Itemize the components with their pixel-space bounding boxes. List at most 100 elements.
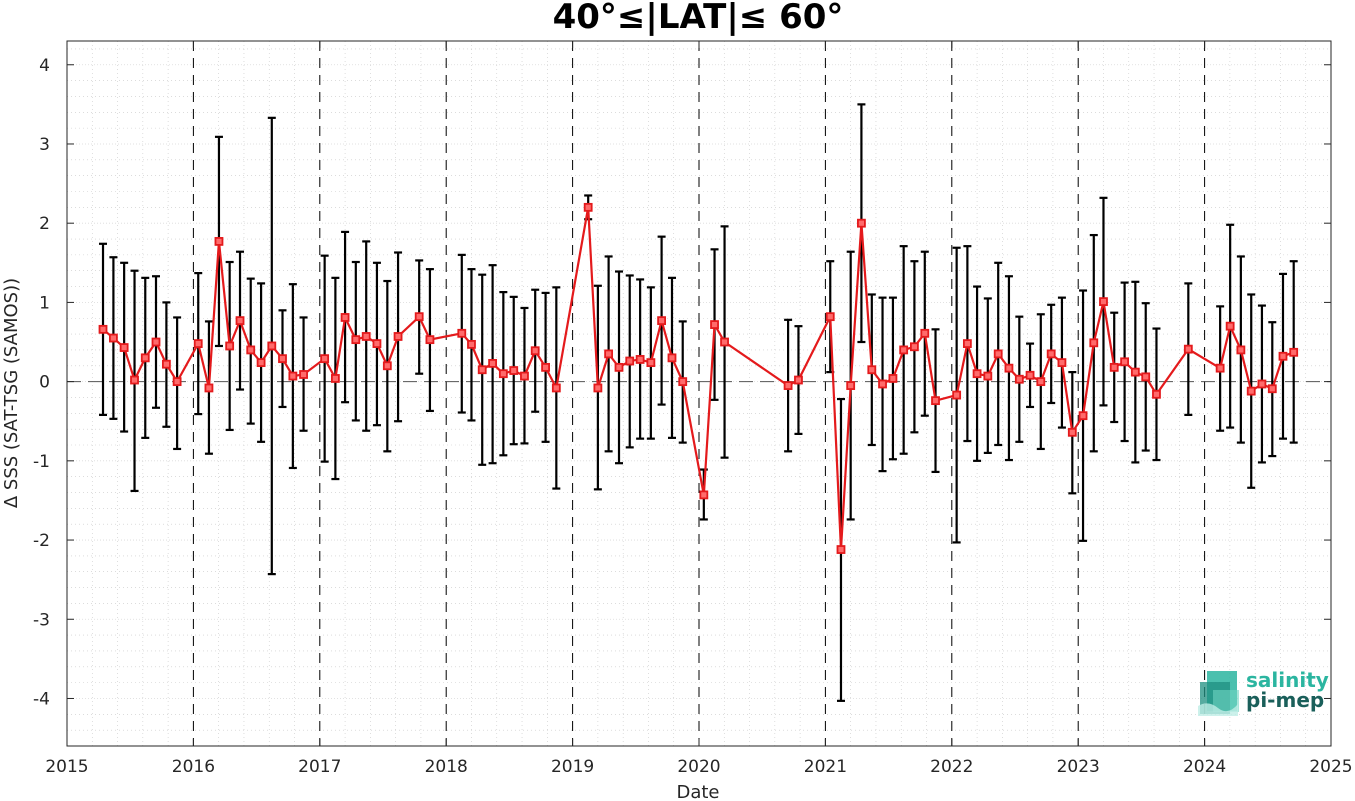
y-tick-label: -4 [33, 689, 50, 709]
data-point [899, 345, 909, 355]
data-point [467, 339, 476, 349]
data-point [972, 369, 982, 379]
x-tick-label: 2023 [1057, 757, 1100, 777]
major-grid [67, 64, 1331, 699]
y-tick-label: 0 [39, 373, 50, 393]
data-point [1246, 386, 1256, 396]
data-point [235, 316, 245, 326]
data-point [457, 328, 467, 338]
data-point [952, 390, 962, 400]
data-point [498, 369, 508, 379]
data-point [1289, 347, 1299, 357]
data-point [119, 343, 129, 352]
data-point [867, 365, 877, 375]
year-separator-lines [192, 41, 1206, 746]
data-point [414, 312, 424, 322]
data-point [710, 320, 719, 329]
data-point [1004, 363, 1014, 373]
data-point [351, 335, 361, 345]
data-point [1067, 427, 1077, 437]
data-point [172, 377, 182, 387]
data-point [931, 396, 940, 406]
data-point [920, 328, 930, 338]
data-point [1036, 377, 1046, 387]
data-point [604, 349, 614, 359]
data-point [151, 337, 161, 347]
data-point [361, 332, 371, 341]
salinity-pi-mep-logo: salinity pi-mep [1198, 668, 1329, 716]
series-line [102, 207, 1295, 550]
data-point [657, 316, 666, 326]
data-point [1046, 349, 1056, 359]
x-tick-label: 2018 [425, 757, 468, 777]
data-point [509, 366, 519, 375]
data-point [288, 371, 298, 381]
data-point [783, 381, 793, 390]
data-point [109, 333, 118, 343]
data-point [825, 312, 835, 322]
y-tick-label: -3 [33, 610, 50, 630]
data-point [256, 358, 266, 368]
data-point [299, 370, 308, 379]
x-tick-label: 2019 [551, 757, 594, 777]
data-point [878, 379, 887, 389]
data-point [1109, 362, 1119, 372]
data-point [1257, 379, 1267, 389]
data-point [1215, 363, 1225, 373]
y-tick-label: 2 [39, 214, 50, 234]
data-point [204, 383, 214, 393]
data-point [278, 354, 287, 364]
data-point [1099, 297, 1108, 307]
data-point [794, 375, 803, 385]
data-point [635, 355, 645, 364]
data-point [593, 383, 603, 393]
data-point [330, 374, 340, 383]
data-point [1141, 372, 1151, 382]
data-point [140, 353, 150, 363]
y-axis-ticks: 4 3 2 1 0 -1 -2 -3 -4 [33, 56, 1331, 709]
x-tick-label: 2022 [930, 757, 973, 777]
chart-title: 40°≤|LAT|≤ 60° [553, 0, 844, 37]
data-point [1025, 370, 1035, 380]
y-tick-label: 1 [39, 293, 50, 313]
data-point [225, 341, 235, 351]
data-point [193, 339, 203, 348]
data-point [1267, 384, 1277, 394]
data-point [678, 377, 688, 387]
data-point [857, 218, 866, 228]
data-point [888, 374, 898, 383]
data-point [699, 490, 709, 500]
data-point [246, 345, 256, 355]
data-point [340, 313, 350, 322]
data-point [667, 353, 677, 363]
data-point [836, 545, 846, 554]
y-axis-label: Δ SSS (SAT-TSG (SAMOS)) [1, 278, 22, 508]
data-point [962, 339, 972, 348]
data-point [1014, 374, 1024, 384]
x-tick-label: 2020 [677, 757, 720, 777]
data-point [541, 362, 550, 372]
data-point [520, 371, 529, 381]
data-point [583, 202, 593, 212]
data-point [1078, 411, 1088, 421]
data-point [1278, 351, 1288, 361]
logo-text-pi-mep: pi-mep [1246, 688, 1324, 712]
series-markers [98, 202, 1299, 554]
data-point [1225, 321, 1235, 331]
data-point [1183, 344, 1193, 354]
data-point [625, 356, 635, 366]
data-point [993, 349, 1003, 359]
y-tick-label: -2 [33, 531, 50, 551]
data-point [1089, 338, 1099, 348]
data-point [909, 342, 919, 352]
y-tick-label: 4 [39, 56, 50, 76]
data-point [1057, 358, 1067, 368]
data-point [614, 362, 624, 372]
logo-mark-icon [1198, 671, 1239, 716]
x-axis-ticks: 2015 2016 2017 2018 2019 2020 2021 2022 2023 2024… [45, 41, 1353, 777]
data-point [425, 335, 435, 345]
x-tick-label: 2016 [172, 757, 215, 777]
data-point [320, 354, 330, 364]
data-point [488, 358, 498, 368]
